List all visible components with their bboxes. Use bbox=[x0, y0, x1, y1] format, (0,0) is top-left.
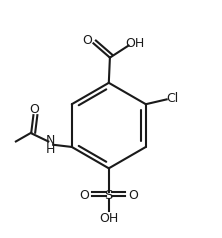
Text: O: O bbox=[83, 34, 93, 47]
Text: Cl: Cl bbox=[166, 92, 178, 105]
Text: O: O bbox=[79, 189, 89, 202]
Text: H: H bbox=[45, 143, 55, 156]
Text: S: S bbox=[105, 189, 113, 202]
Text: O: O bbox=[29, 103, 39, 116]
Text: O: O bbox=[129, 189, 139, 202]
Text: OH: OH bbox=[99, 212, 118, 225]
Text: OH: OH bbox=[125, 37, 145, 50]
Text: N: N bbox=[45, 134, 55, 147]
